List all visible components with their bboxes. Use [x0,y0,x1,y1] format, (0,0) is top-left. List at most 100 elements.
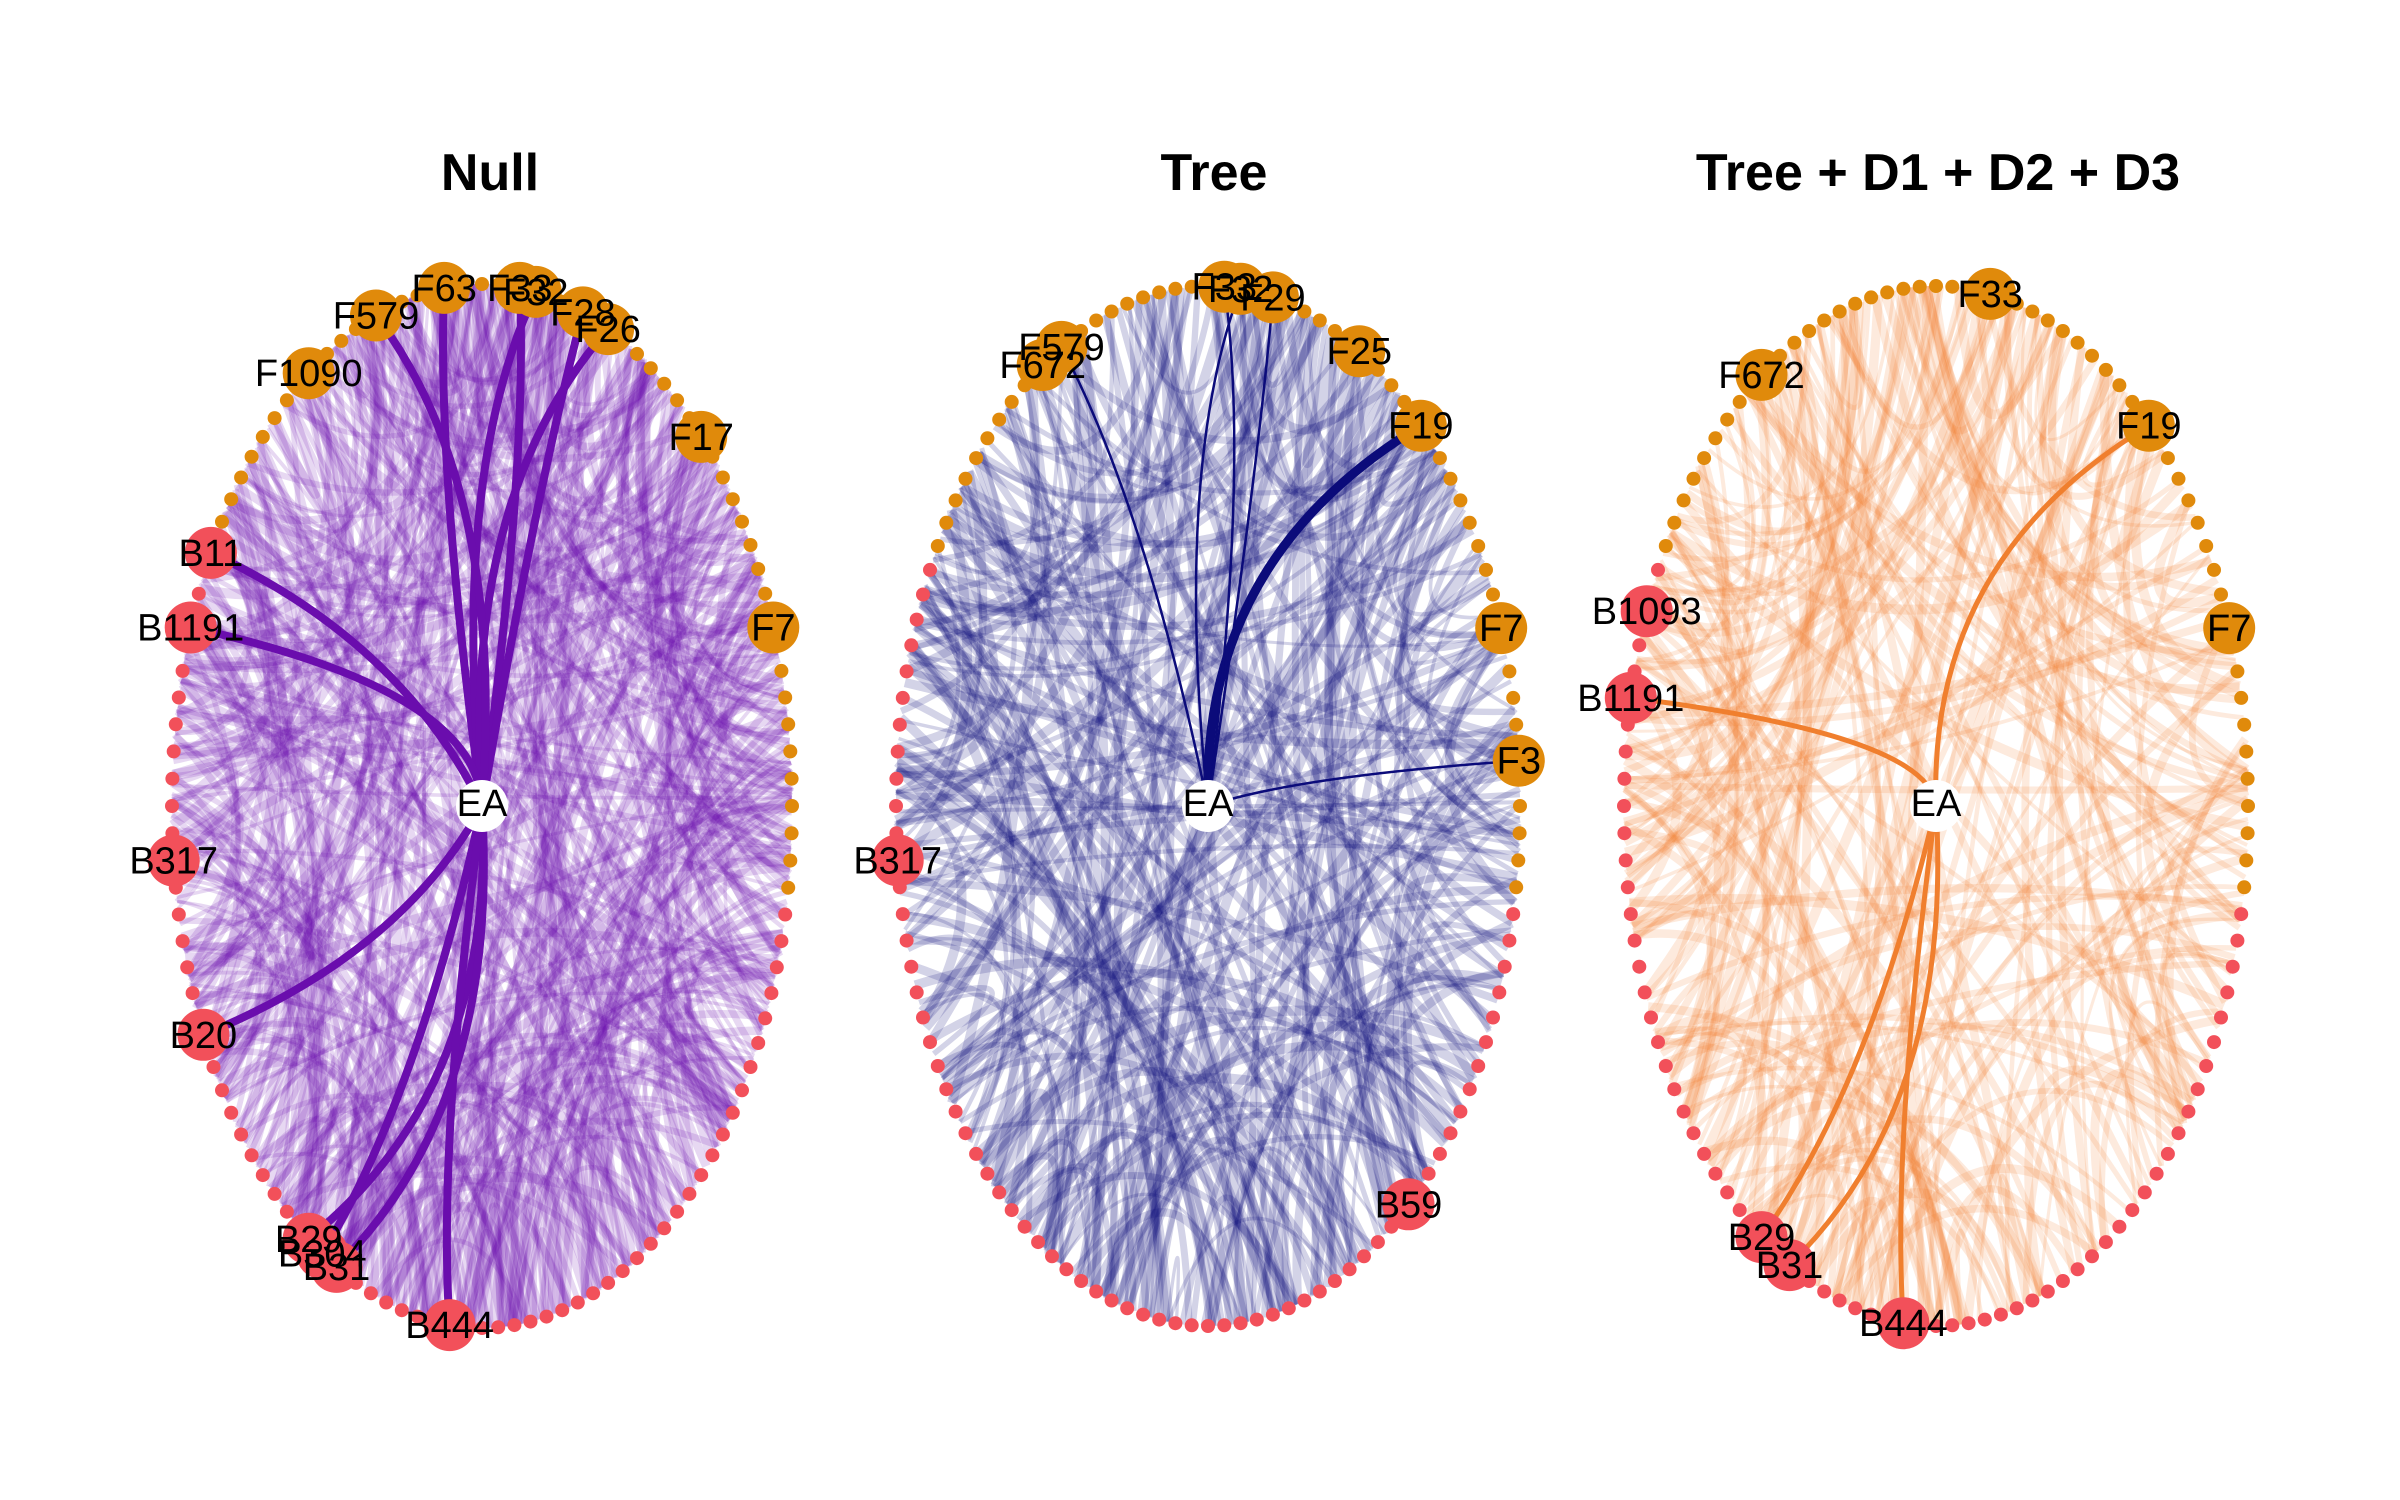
node-label-f579: F579 [333,296,420,338]
node-label-b444: B444 [405,1305,494,1347]
edge [896,622,990,778]
edge [1663,310,1851,597]
edge [1921,285,2213,591]
edge [1781,627,2233,1264]
edge [171,791,216,910]
edge [580,312,785,692]
edge [669,633,776,1072]
edge [685,666,788,918]
panel-tree-d1-d2-d3: Tree + D1 + D2 + D3 F33 F672 F19 F7 B1093 B11… [1577,144,2256,1350]
edge [444,316,593,1325]
edge [2020,307,2248,770]
edge [1626,682,1682,914]
ring-node [1620,880,1635,895]
edge [189,625,432,1321]
edge [1261,719,1518,1318]
ring-node [992,412,1007,427]
ring-node [165,771,180,786]
node-label-f19: F19 [1388,406,1453,448]
ring-node [1720,412,1735,427]
edge [557,320,602,1298]
edge [487,440,709,1329]
edge [427,485,731,1322]
edge [1933,1185,2079,1327]
ring-node [657,376,672,391]
edge [1835,311,2244,720]
edge [1763,356,1813,1245]
edge [540,293,652,511]
edge [1656,287,1910,1050]
edge-layer [1622,285,2251,1328]
ring-node [1168,281,1183,296]
edge [980,1067,1372,1255]
edge [1786,299,2013,1269]
edge [1627,543,1752,733]
edge [2038,773,2249,1297]
edge [172,843,262,1123]
edge [169,370,337,813]
edge [208,1047,358,1280]
edge [965,469,1288,1312]
edge [895,768,982,827]
edge [2153,498,2223,609]
ring-node [1945,279,1960,294]
edge [635,358,795,797]
edge [2188,621,2249,806]
edge [270,317,382,1193]
edge [1676,331,1812,525]
edge [946,512,1300,1307]
node-label-b20: B20 [170,1015,238,1057]
edge [169,507,278,830]
ring-node [1370,1235,1385,1250]
ring-node [1492,985,1507,1000]
ring-node [1637,985,1652,1000]
edge [1126,1136,1316,1311]
edge [1746,388,2243,923]
edge [663,451,713,1192]
edge [1704,1019,2209,1162]
edge [1845,767,2249,1306]
edge [356,509,740,1286]
edge [1648,593,2065,1284]
edge [1630,615,1752,928]
edge [187,544,275,650]
edge [272,1106,387,1302]
edge [897,460,1017,759]
node-label-b1191: B1191 [137,608,244,650]
edge [453,797,794,1327]
edge [1097,1043,1485,1296]
ring-node [379,1295,394,1310]
edge [1825,316,1870,382]
edge [410,630,776,1316]
edge [519,723,791,1325]
edge [1684,286,1918,536]
hub-node-f26 [582,303,635,356]
edge [1665,781,2249,1079]
edge [1837,889,2245,1302]
edge [170,799,456,1326]
edge [898,736,1007,887]
edge [319,1172,666,1258]
edge [1857,952,2235,1312]
edge [381,310,779,656]
ring-node [1502,933,1517,948]
edge [266,427,747,1084]
edge [1164,289,1422,1191]
edge [1658,299,1868,600]
edge [173,284,497,751]
edge [932,556,1129,1308]
ring-node [1297,1293,1312,1308]
ring-node [491,1320,506,1335]
ring-node [2207,1035,2221,1050]
node-label-f33: F33 [1957,274,2022,316]
node-label-f17: F17 [668,417,733,459]
ring-node [1632,959,1647,974]
edge [1208,285,1418,502]
edge [1323,876,1518,1288]
edge [1623,363,1791,775]
edge [1344,345,1518,905]
edge [904,602,1016,941]
edge [182,657,649,1251]
ring-node [769,960,784,975]
edge [1443,639,1522,833]
